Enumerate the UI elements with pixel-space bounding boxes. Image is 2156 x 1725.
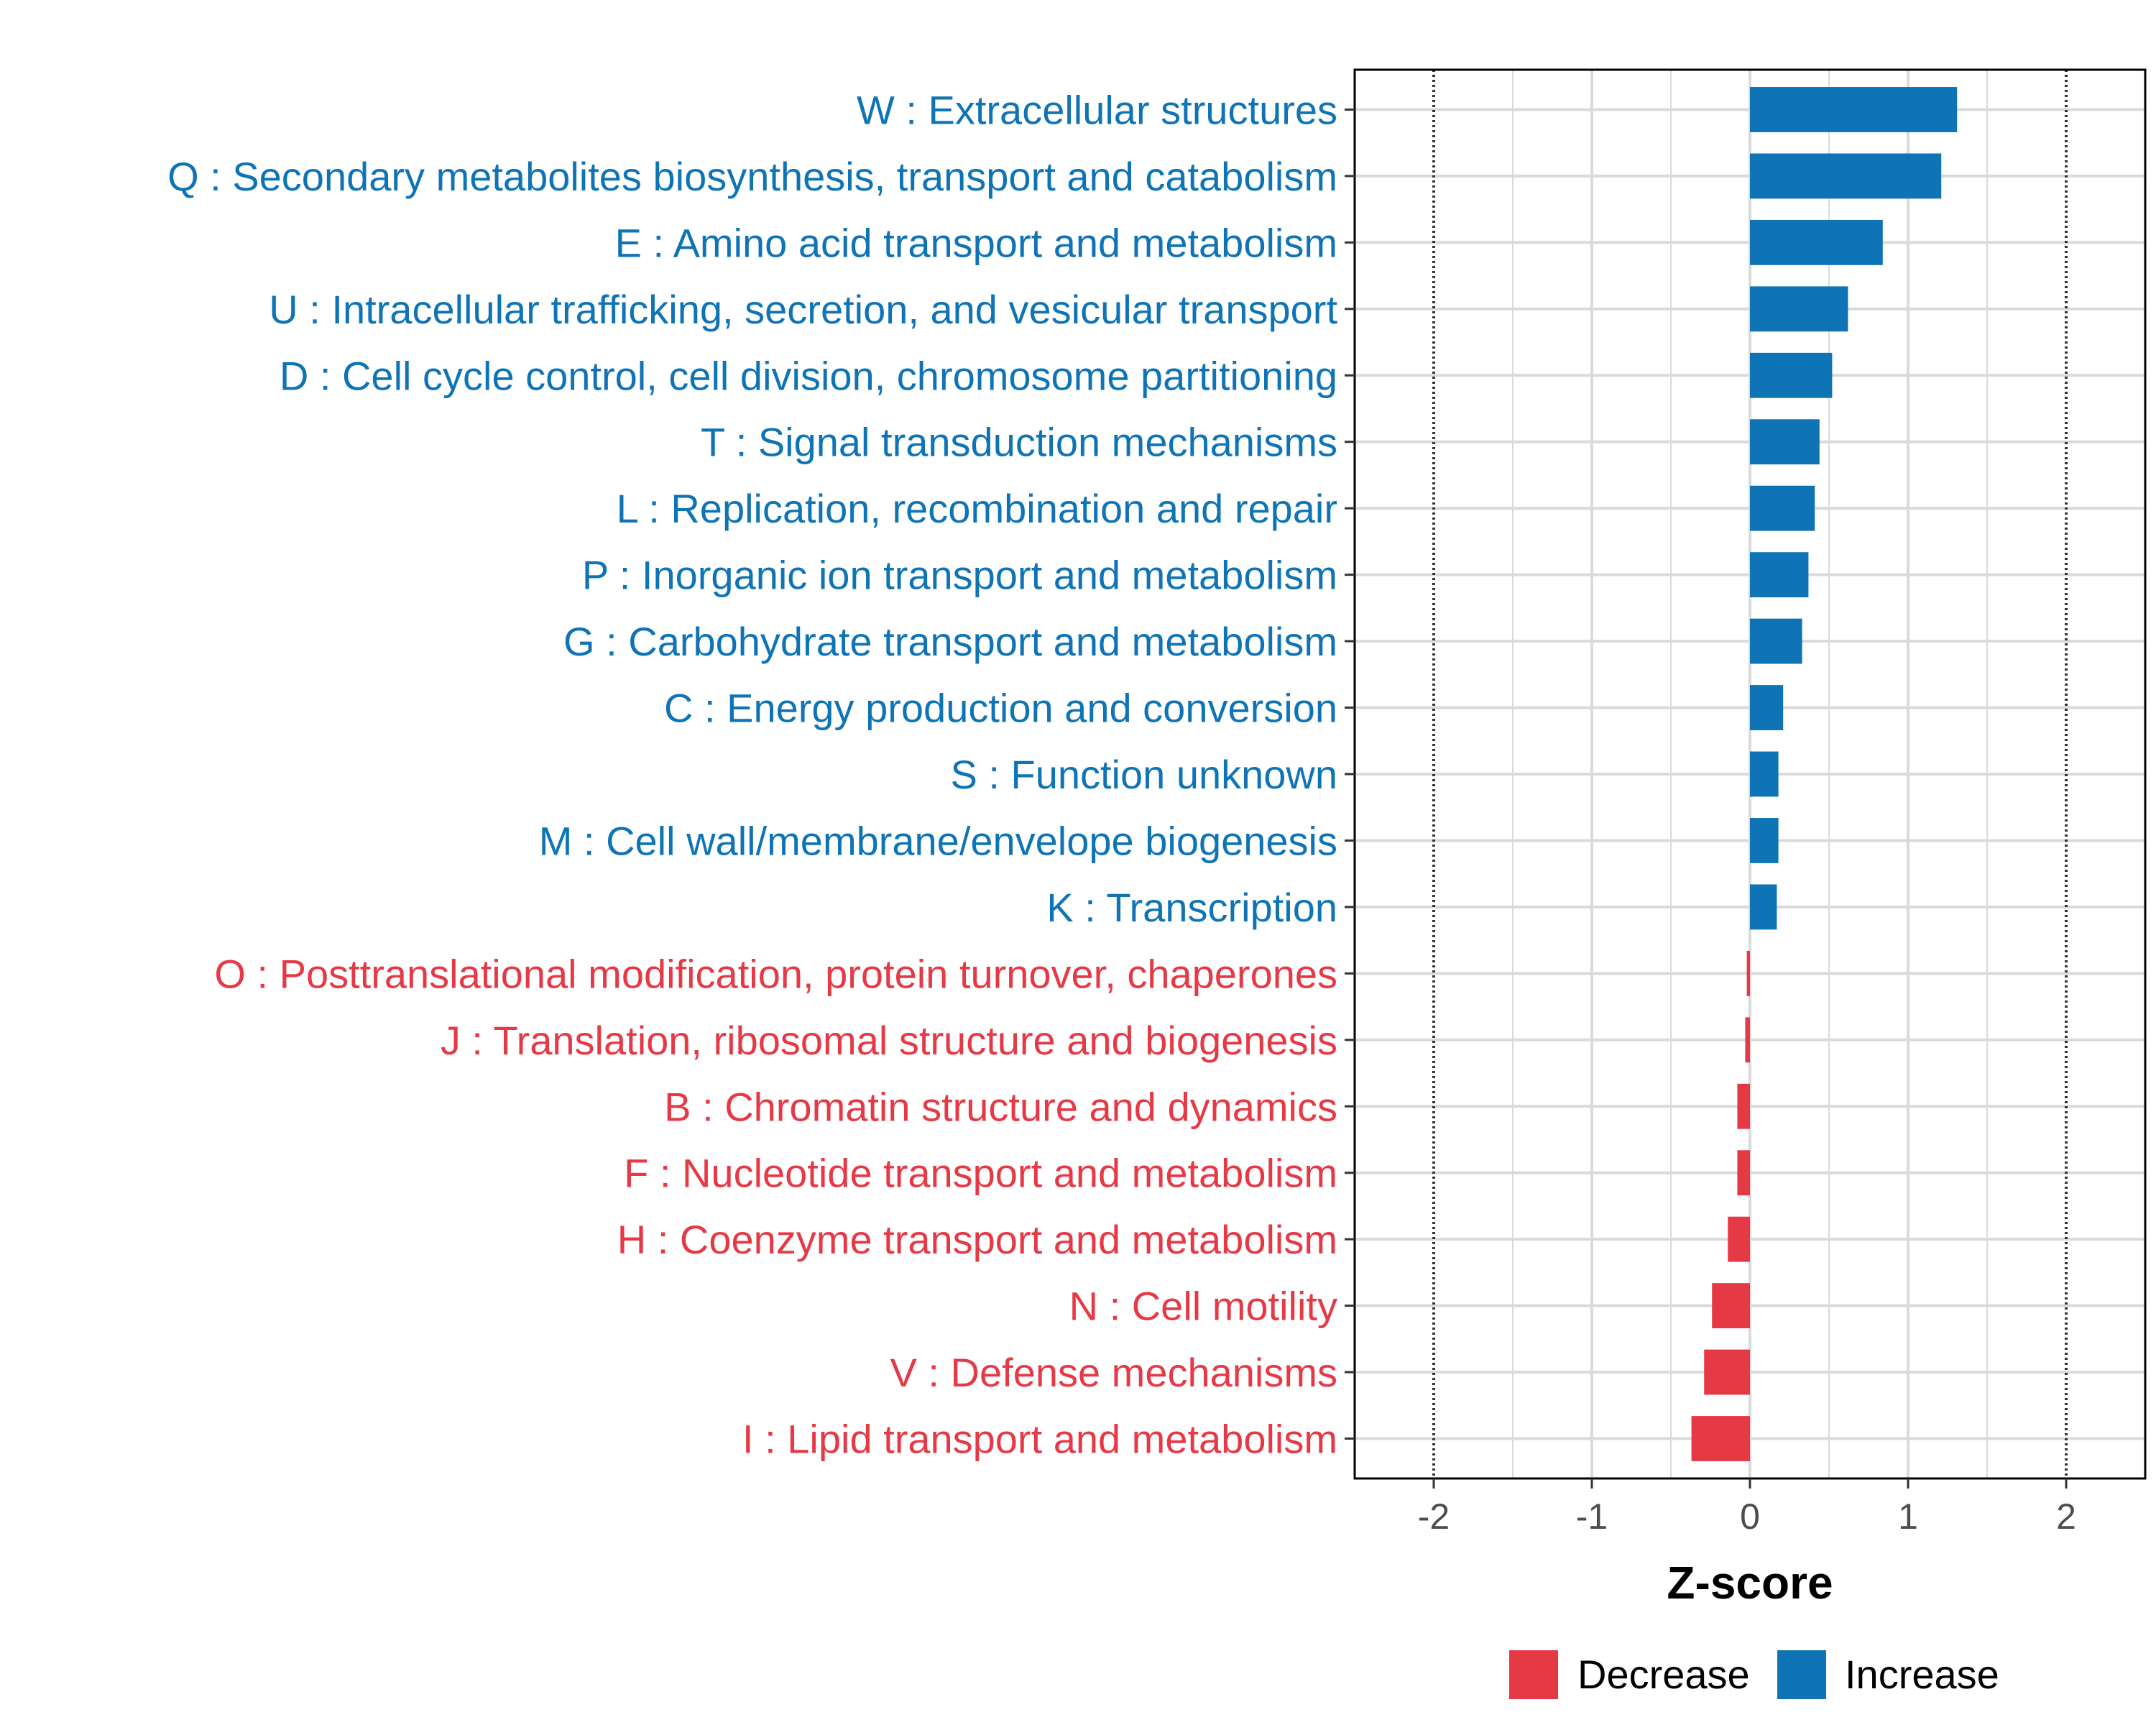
x-axis-title: Z-score (1667, 1557, 1833, 1609)
x-tick-label: 1 (1898, 1496, 1918, 1537)
category-label: L : Replication, recombination and repai… (617, 486, 1337, 531)
axis-ticks: -2 -1 0 1 2 (1345, 108, 2076, 1537)
bar-t (1750, 419, 1820, 465)
bar-p (1750, 552, 1809, 598)
category-label: S : Function unknown (950, 752, 1337, 797)
category-label: E : Amino acid transport and metabolism (615, 220, 1337, 265)
bar-b (1737, 1083, 1750, 1129)
category-label: B : Chromatin structure and dynamics (664, 1084, 1337, 1129)
x-tick-label: -1 (1576, 1496, 1608, 1537)
bar-l (1750, 485, 1815, 531)
legend-label-increase: Increase (1845, 1652, 1999, 1697)
reference-lines (1432, 70, 2068, 1478)
x-tick-label: 0 (1740, 1496, 1760, 1537)
bar-n (1712, 1283, 1750, 1329)
bar-o (1746, 950, 1750, 996)
bar-f (1737, 1150, 1750, 1196)
legend-swatch-increase (1777, 1650, 1826, 1699)
x-tick-label: 2 (2056, 1496, 2076, 1537)
bar-g (1750, 618, 1802, 664)
category-label: W : Extracellular structures (857, 87, 1337, 132)
bar-s (1750, 751, 1779, 797)
bar-v (1704, 1349, 1750, 1395)
category-label: T : Signal transduction mechanisms (701, 420, 1337, 465)
category-label: O : Posttranslational modification, prot… (214, 951, 1337, 996)
bar-k (1750, 884, 1777, 930)
legend-label-decrease: Decrease (1577, 1652, 1750, 1697)
category-label: M : Cell wall/membrane/envelope biogenes… (539, 818, 1337, 863)
bar-h (1728, 1216, 1750, 1262)
category-label: F : Nucleotide transport and metabolism (624, 1151, 1337, 1196)
bar-q (1750, 153, 1942, 199)
category-label: N : Cell motility (1069, 1284, 1337, 1329)
bars-layer (1691, 87, 1958, 1461)
legend-swatch-decrease (1509, 1650, 1558, 1699)
x-tick-label: -2 (1418, 1496, 1450, 1537)
bar-u (1750, 286, 1848, 332)
bar-j (1745, 1017, 1750, 1063)
category-label: H : Coenzyme transport and metabolism (617, 1217, 1337, 1262)
bar-c (1750, 685, 1784, 730)
category-label: G : Carbohydrate transport and metabolis… (563, 619, 1337, 664)
category-label: V : Defense mechanisms (890, 1350, 1337, 1395)
category-label: Q : Secondary metabolites biosynthesis, … (167, 154, 1337, 199)
legend: Decrease Increase (1509, 1650, 1999, 1699)
bar-d (1750, 352, 1833, 398)
bar-m (1750, 818, 1779, 863)
category-label: K : Transcription (1046, 885, 1337, 930)
bar-e (1750, 219, 1883, 265)
bar-w (1750, 87, 1958, 132)
bar-i (1691, 1416, 1750, 1461)
category-labels: W : Extracellular structures Q : Secondar… (167, 87, 1337, 1461)
category-label: D : Cell cycle control, cell division, c… (280, 353, 1337, 398)
category-label: J : Translation, ribosomal structure and… (441, 1018, 1337, 1063)
category-label: I : Lipid transport and metabolism (742, 1417, 1337, 1462)
category-label: U : Intracellular trafficking, secretion… (269, 287, 1337, 332)
category-label: P : Inorganic ion transport and metaboli… (582, 553, 1337, 598)
category-label: C : Energy production and conversion (664, 686, 1337, 731)
